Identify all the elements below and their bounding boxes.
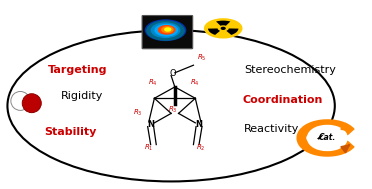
Circle shape <box>219 26 227 30</box>
Circle shape <box>158 26 175 34</box>
Text: Coordination: Coordination <box>243 95 323 105</box>
Ellipse shape <box>23 95 42 112</box>
Circle shape <box>151 23 180 37</box>
Circle shape <box>145 20 186 40</box>
Text: Targeting: Targeting <box>48 65 108 75</box>
Wedge shape <box>226 29 238 35</box>
Text: Rigidity: Rigidity <box>61 91 103 101</box>
Wedge shape <box>216 21 230 26</box>
Wedge shape <box>208 29 220 35</box>
Text: $R_5$: $R_5$ <box>197 53 207 63</box>
Text: $R_1$: $R_1$ <box>144 142 154 153</box>
Text: Cat.: Cat. <box>319 133 336 143</box>
FancyBboxPatch shape <box>142 15 193 49</box>
Text: $R_3$: $R_3$ <box>133 108 142 119</box>
Text: N: N <box>147 120 154 129</box>
Circle shape <box>205 19 242 38</box>
Ellipse shape <box>22 94 41 113</box>
Text: Reactivity: Reactivity <box>244 124 299 133</box>
Text: N: N <box>196 120 202 129</box>
Circle shape <box>147 21 184 40</box>
Circle shape <box>162 27 173 33</box>
Text: $R_4$: $R_4$ <box>190 78 200 88</box>
Text: $R_2$: $R_2$ <box>196 142 206 153</box>
Text: Stability: Stability <box>45 127 97 137</box>
Text: O: O <box>170 69 176 78</box>
Ellipse shape <box>11 91 30 110</box>
Circle shape <box>221 27 225 29</box>
Text: $R_4$: $R_4$ <box>148 78 157 88</box>
Circle shape <box>155 25 177 36</box>
Circle shape <box>165 28 171 31</box>
Text: $R_3$: $R_3$ <box>168 105 178 115</box>
Text: Stereochemistry: Stereochemistry <box>244 65 336 75</box>
